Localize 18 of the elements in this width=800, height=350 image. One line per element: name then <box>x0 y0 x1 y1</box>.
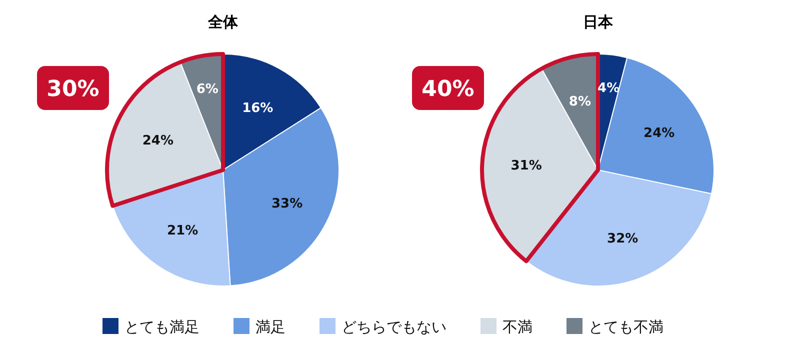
data-label: 6% <box>196 82 218 97</box>
legend-label: とても満足 <box>124 318 200 336</box>
legend-label: とても不満 <box>588 318 664 336</box>
data-label: 16% <box>242 100 274 116</box>
data-label: 33% <box>272 196 303 212</box>
text: 30% <box>46 77 100 102</box>
legend-label: 不満 <box>502 318 532 336</box>
legend-label: どちらでもない <box>342 318 446 336</box>
data-label: 31% <box>510 158 542 174</box>
chart-title: 全体 <box>207 13 239 31</box>
chart-title: 日本 <box>583 13 614 31</box>
data-label: 24% <box>142 133 174 148</box>
data-label: 24% <box>644 126 675 142</box>
data-label: 32% <box>607 232 638 247</box>
data-label: 8% <box>568 94 591 110</box>
legend-label: 満足 <box>256 318 286 336</box>
data-label: 21% <box>167 223 198 238</box>
text: 40% <box>422 77 474 102</box>
